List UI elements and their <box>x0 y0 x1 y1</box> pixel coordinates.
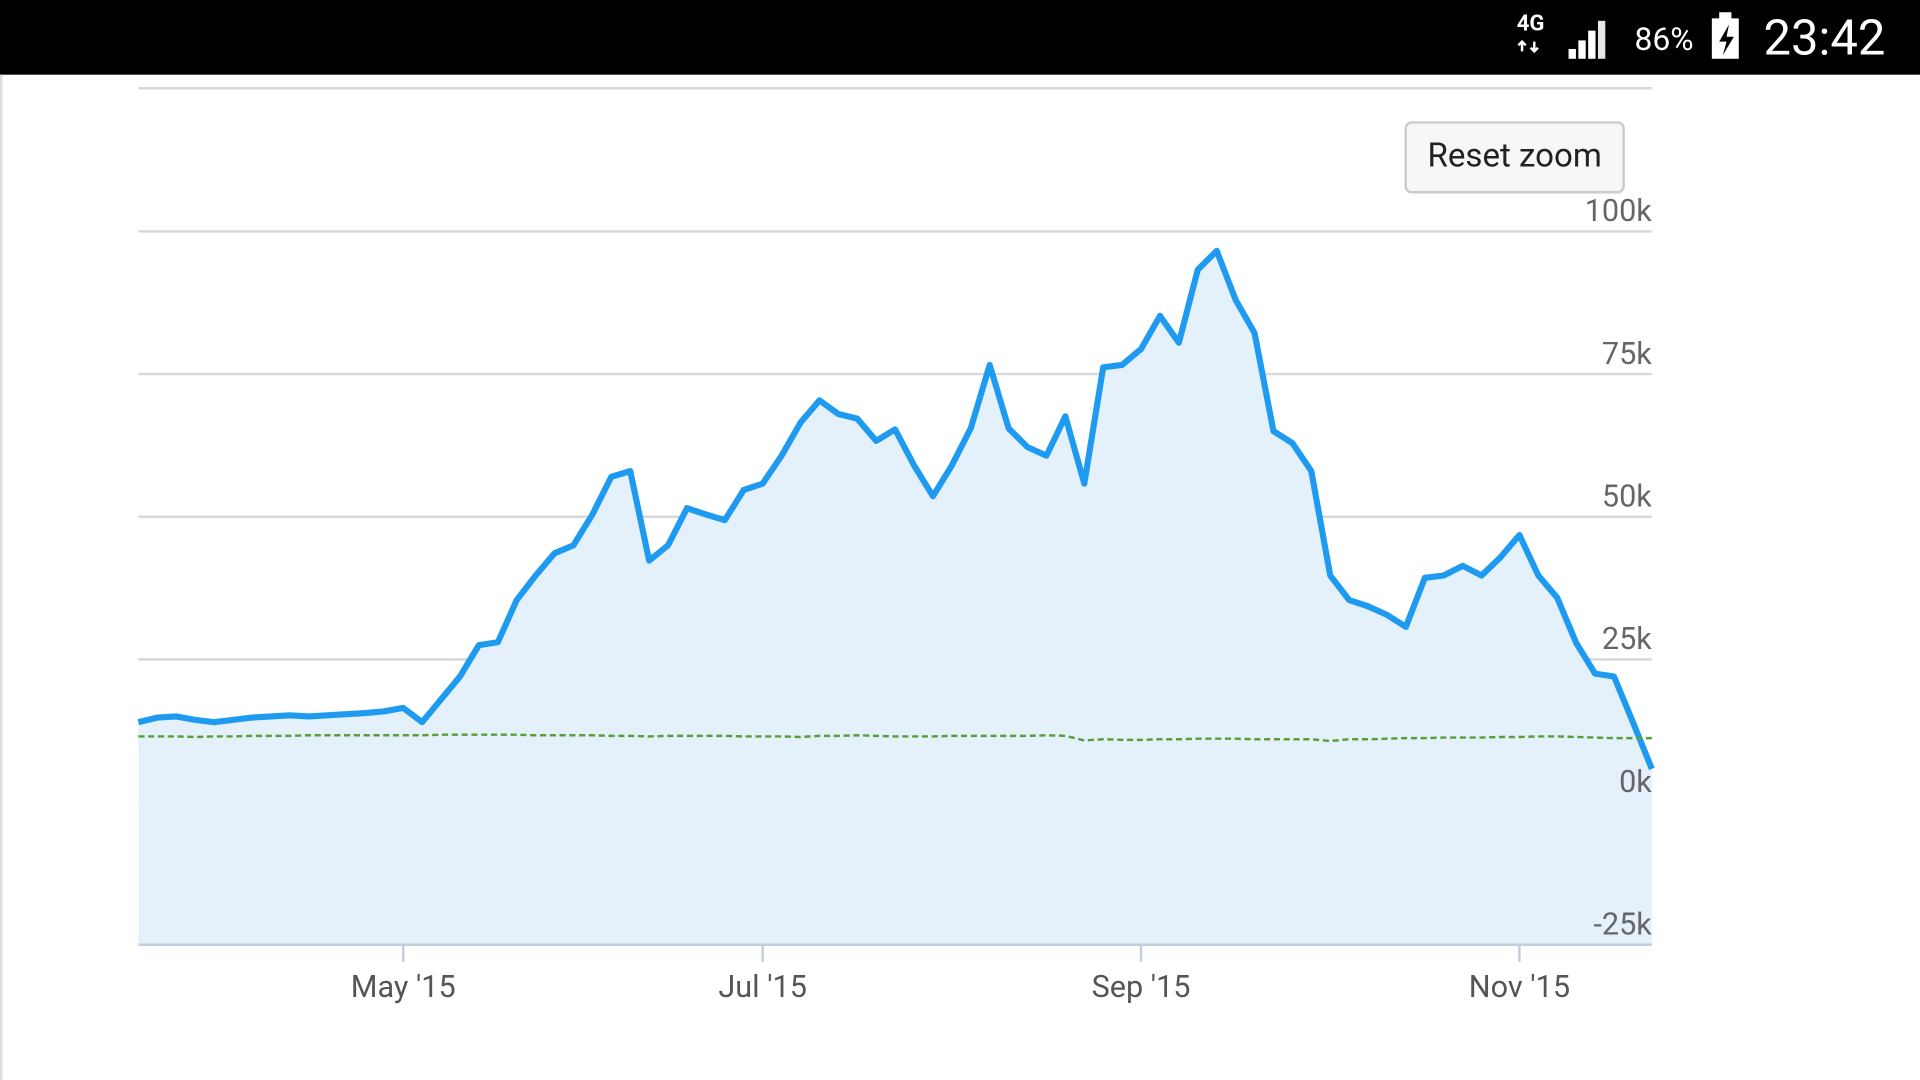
area <box>138 250 1652 945</box>
button-box[interactable] <box>1404 121 1625 194</box>
data-arrows <box>1517 39 1539 54</box>
y-tick-label: 50k <box>1602 479 1652 514</box>
axes: -25k 0k 25k 50k 75k 100k May '15 Jul '15 Sep '15… <box>138 194 1652 1005</box>
status-bar <box>0 0 1920 75</box>
y-tick-label: 100k <box>1585 194 1653 229</box>
x-tick-label: Jul '15 <box>718 970 807 1005</box>
y-tick-label: -25k <box>1593 907 1652 942</box>
series-line <box>137 247 1655 771</box>
battery-icon <box>1711 12 1739 59</box>
x-tick-label: Nov '15 <box>1469 970 1570 1005</box>
button-label[interactable]: Reset zoom <box>1428 137 1602 176</box>
signal-icon <box>1568 20 1606 59</box>
network-label: 4G <box>1517 11 1545 36</box>
battery-percent: 86% <box>1635 20 1694 58</box>
reset-zoom-button[interactable]: Reset zoom <box>1404 121 1625 194</box>
series-layer <box>137 247 1655 945</box>
y-tick-label: 75k <box>1602 337 1652 372</box>
y-tick-label: 25k <box>1602 622 1652 657</box>
plot: -25k 0k 25k 50k 75k 100k May '15 Jul '15 Sep '15… <box>137 194 1655 1005</box>
clock: 23:42 <box>1764 10 1886 67</box>
series-line <box>138 733 1652 743</box>
x-tick-label: Sep '15 <box>1092 970 1191 1005</box>
x-tick-label: May '15 <box>351 970 456 1005</box>
y-tick-label: 0k <box>1619 765 1652 800</box>
